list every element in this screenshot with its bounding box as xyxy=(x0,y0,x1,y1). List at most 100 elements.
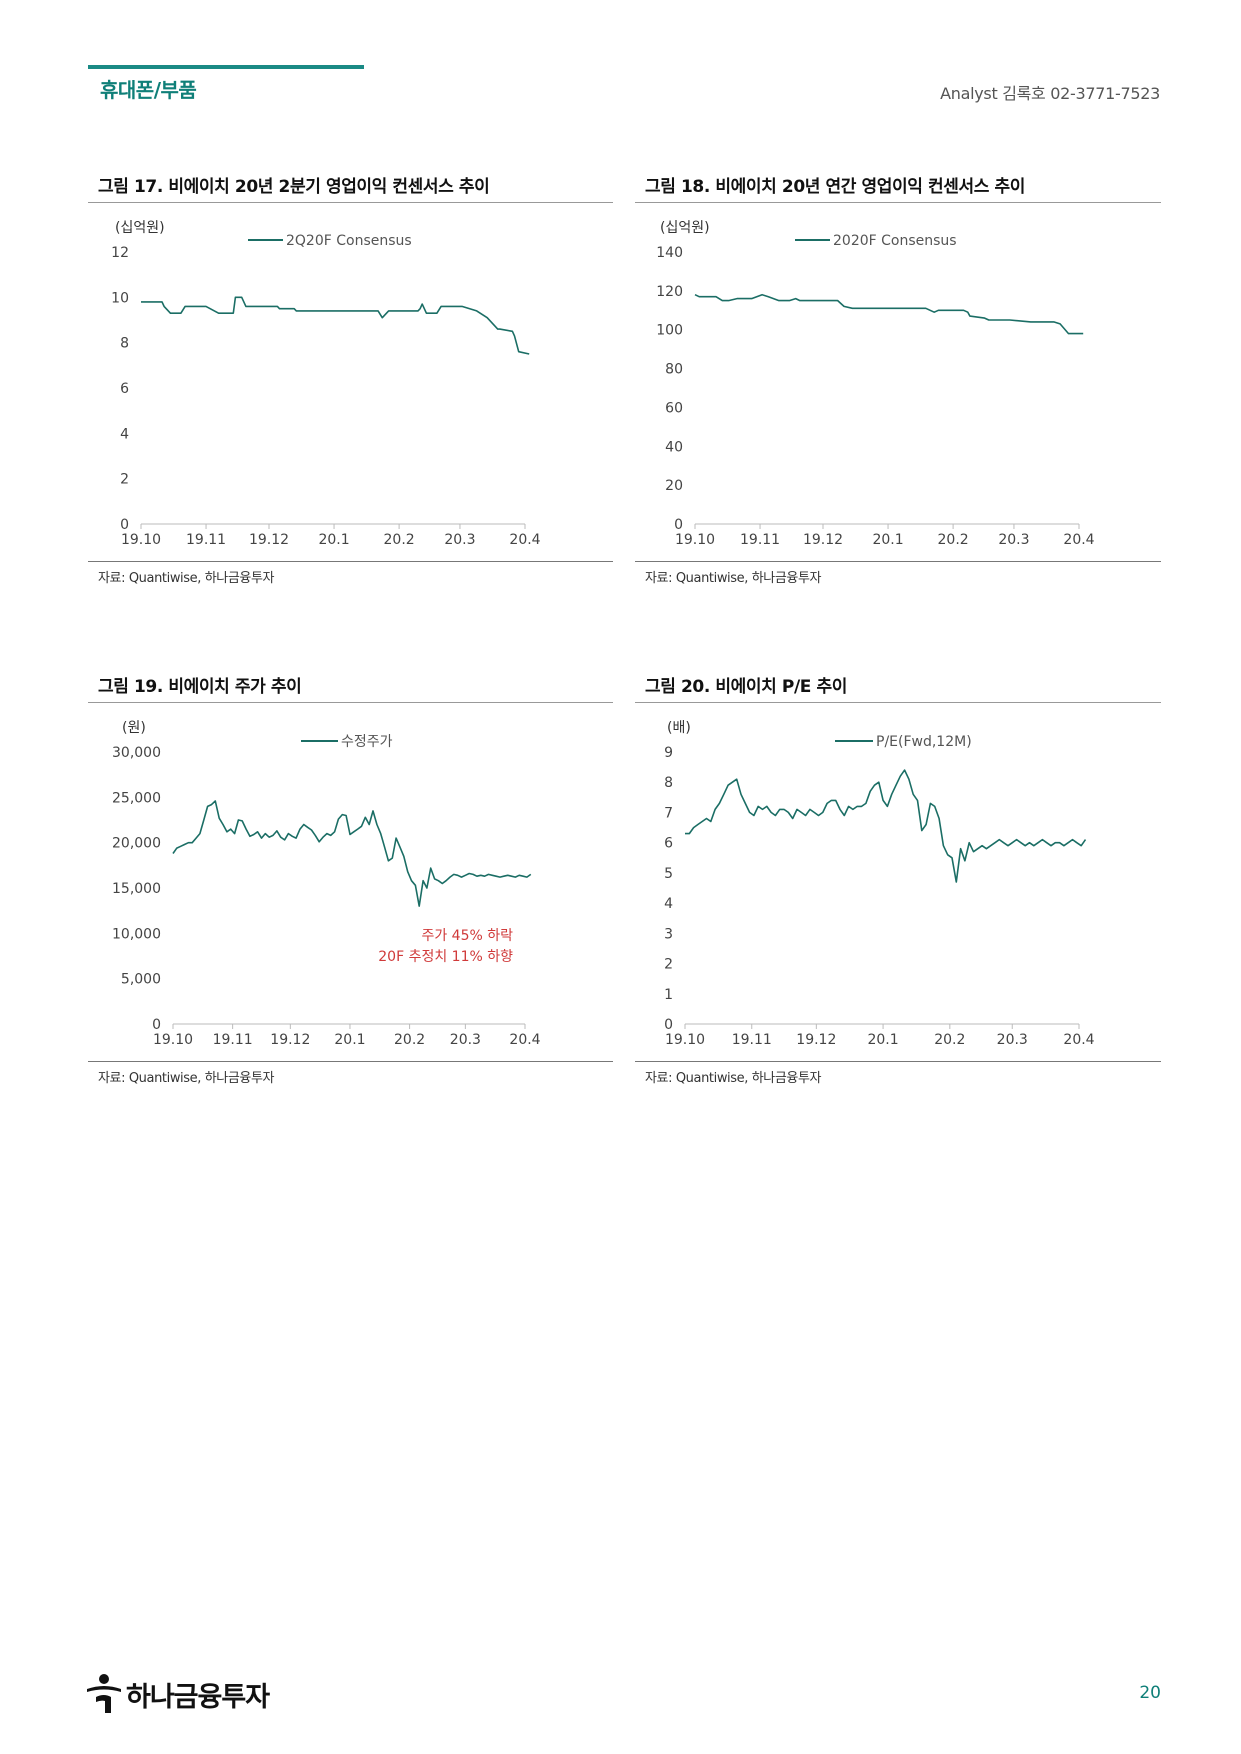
y-axis-unit: (원) xyxy=(122,720,146,736)
header-accent-bar xyxy=(88,65,364,69)
x-tick-label: 19.10 xyxy=(153,1032,193,1048)
x-tick-label: 20.2 xyxy=(938,532,969,548)
y-tick-label: 6 xyxy=(120,381,129,397)
y-tick-label: 3 xyxy=(664,926,673,942)
y-tick-label: 2 xyxy=(664,957,673,973)
y-tick-label: 140 xyxy=(656,245,683,261)
x-tick-label: 20.1 xyxy=(872,532,903,548)
x-tick-label: 19.12 xyxy=(796,1032,836,1048)
x-tick-label: 19.11 xyxy=(732,1032,772,1048)
series-line xyxy=(694,293,1084,335)
chart-title: 그림 19. 비에이치 주가 추이 xyxy=(98,677,302,697)
x-tick-label: 20.4 xyxy=(509,532,540,548)
series-line xyxy=(172,800,532,907)
x-tick-label: 19.10 xyxy=(121,532,161,548)
chart-area: (십억원) 0 20 40 60 80 100 120 140 19.10 19.11 19.12 20… xyxy=(656,220,1094,548)
chart-bottom-rule xyxy=(635,561,1161,562)
chart-source: 자료: Quantiwise, 하나금융투자 xyxy=(98,571,275,586)
chart-bottom-rule xyxy=(88,1061,613,1062)
chart-annotation: 20F 추정치 11% 하향 xyxy=(378,949,513,965)
y-axis-unit: (배) xyxy=(667,720,691,736)
legend-label: 수정주가 xyxy=(341,734,393,750)
y-tick-label: 7 xyxy=(664,805,673,821)
x-tick-label: 19.11 xyxy=(740,532,780,548)
chart-top-rule xyxy=(635,702,1161,703)
x-tick-label: 20.3 xyxy=(444,532,475,548)
y-tick-label: 0 xyxy=(152,1017,161,1033)
chart-area: (원) 0 5,000 10,000 15,000 20,000 25,000 30,000 1… xyxy=(112,720,541,1048)
y-tick-label: 8 xyxy=(120,336,129,352)
y-tick-label: 10 xyxy=(111,290,129,306)
chart-title: 그림 18. 비에이치 20년 연간 영업이익 컨센서스 추이 xyxy=(645,177,1025,197)
y-tick-label: 10,000 xyxy=(112,926,161,942)
x-tick-label: 19.12 xyxy=(270,1032,310,1048)
y-tick-label: 9 xyxy=(664,745,673,761)
x-tick-label: 20.2 xyxy=(394,1032,425,1048)
x-tick-label: 20.1 xyxy=(334,1032,365,1048)
y-tick-label: 25,000 xyxy=(112,790,161,806)
chart-area: (배) 0 1 2 3 4 5 6 7 8 9 19.10 19.11 19.12 20.1 20.2 20.3… xyxy=(664,720,1095,1048)
x-tick-label: 19.10 xyxy=(665,1032,705,1048)
x-tick-label: 20.4 xyxy=(1063,532,1094,548)
x-tick-label: 20.3 xyxy=(997,1032,1028,1048)
y-tick-label: 8 xyxy=(664,775,673,791)
legend-label: P/E(Fwd,12M) xyxy=(876,734,972,750)
chart-top-rule xyxy=(635,202,1161,203)
x-tick-label: 20.4 xyxy=(509,1032,540,1048)
chart-bottom-rule xyxy=(635,1061,1161,1062)
chart-title: 그림 17. 비에이치 20년 2분기 영업이익 컨센서스 추이 xyxy=(98,177,490,197)
x-tick-label: 20.2 xyxy=(934,1032,965,1048)
brand-name: 하나금융투자 xyxy=(126,1681,270,1713)
chart-source: 자료: Quantiwise, 하나금융투자 xyxy=(98,1071,275,1086)
y-tick-label: 40 xyxy=(665,439,683,455)
y-tick-label: 4 xyxy=(120,426,129,442)
page-number: 20 xyxy=(1139,1683,1161,1703)
y-tick-label: 4 xyxy=(664,896,673,912)
chart-top-rule xyxy=(88,202,613,203)
y-tick-label: 60 xyxy=(665,400,683,416)
y-tick-label: 120 xyxy=(656,284,683,300)
legend-label: 2020F Consensus xyxy=(833,233,957,249)
y-tick-label: 2 xyxy=(120,472,129,488)
y-tick-label: 30,000 xyxy=(112,745,161,761)
y-tick-label: 0 xyxy=(120,517,129,533)
y-tick-label: 20,000 xyxy=(112,836,161,852)
x-tick-label: 19.12 xyxy=(803,532,843,548)
chart-source: 자료: Quantiwise, 하나금융투자 xyxy=(645,571,822,586)
x-tick-label: 20.2 xyxy=(384,532,415,548)
x-tick-label: 19.10 xyxy=(675,532,715,548)
x-tick-label: 20.3 xyxy=(998,532,1029,548)
y-tick-label: 12 xyxy=(111,245,129,261)
section-title: 휴대폰/부품 xyxy=(100,78,197,102)
y-tick-label: 100 xyxy=(656,323,683,339)
series-line xyxy=(685,769,1087,883)
chart-source: 자료: Quantiwise, 하나금융투자 xyxy=(645,1071,822,1086)
x-tick-label: 20.4 xyxy=(1063,1032,1094,1048)
y-tick-label: 1 xyxy=(664,987,673,1003)
x-tick-label: 20.1 xyxy=(867,1032,898,1048)
x-tick-label: 20.3 xyxy=(450,1032,481,1048)
y-tick-label: 0 xyxy=(674,517,683,533)
legend-label: 2Q20F Consensus xyxy=(286,233,412,249)
brand-mark-icon xyxy=(87,1674,121,1713)
y-tick-label: 15,000 xyxy=(112,881,161,897)
y-tick-label: 20 xyxy=(665,478,683,494)
x-tick-label: 19.12 xyxy=(249,532,289,548)
y-tick-label: 6 xyxy=(664,836,673,852)
y-axis-unit: (십억원) xyxy=(115,220,165,236)
x-tick-label: 20.1 xyxy=(318,532,349,548)
y-tick-label: 0 xyxy=(664,1017,673,1033)
chart-top-rule xyxy=(88,702,613,703)
y-tick-label: 5,000 xyxy=(121,972,161,988)
chart-bottom-rule xyxy=(88,561,613,562)
y-tick-label: 5 xyxy=(664,866,673,882)
chart-title: 그림 20. 비에이치 P/E 추이 xyxy=(645,677,847,697)
x-tick-label: 19.11 xyxy=(213,1032,253,1048)
brand-logo: 하나금융투자 xyxy=(84,1673,270,1715)
y-axis-unit: (십억원) xyxy=(660,220,710,236)
x-tick-label: 19.11 xyxy=(186,532,226,548)
chart-area: (십억원) 0 2 4 6 8 10 12 19.10 19.11 19.12 20.1 20.2 20.… xyxy=(111,220,541,548)
y-tick-label: 80 xyxy=(665,362,683,378)
series-line xyxy=(141,296,530,355)
analyst-contact: Analyst 김록호 02-3771-7523 xyxy=(940,84,1160,103)
